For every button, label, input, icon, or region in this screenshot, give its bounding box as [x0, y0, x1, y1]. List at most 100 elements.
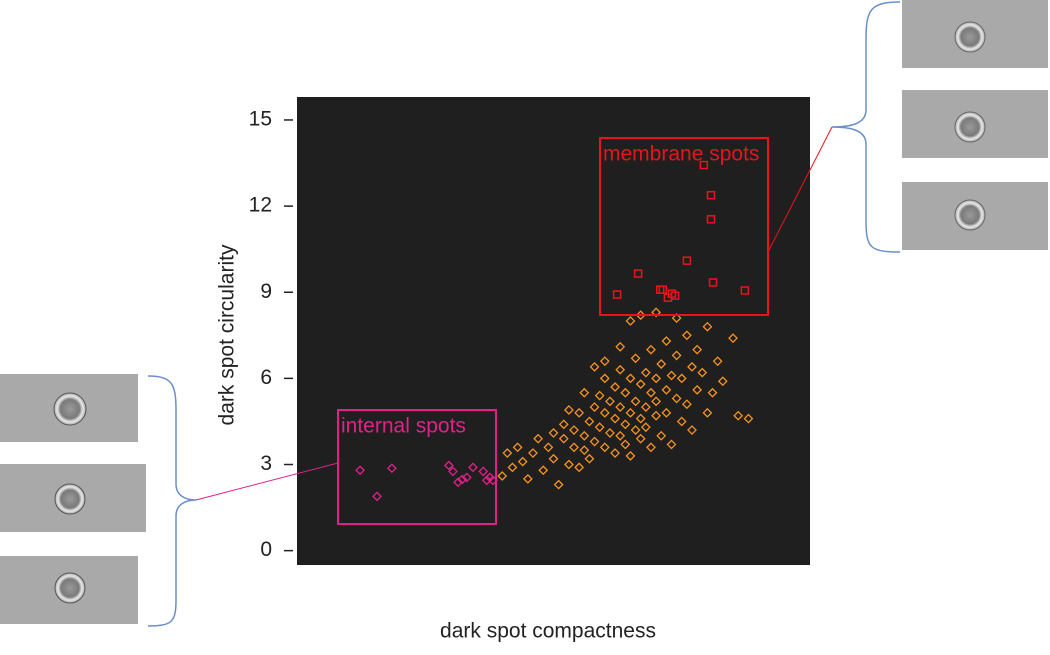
point [635, 310, 646, 321]
point [457, 474, 468, 485]
point [610, 413, 620, 424]
point [522, 473, 533, 484]
point [651, 396, 662, 407]
point [507, 462, 518, 473]
point [656, 359, 667, 369]
point [620, 387, 631, 398]
point [633, 269, 643, 278]
point [528, 448, 538, 458]
point [538, 465, 549, 476]
point [646, 442, 656, 453]
point [646, 344, 656, 355]
point [630, 353, 641, 364]
point [699, 160, 709, 170]
point [589, 361, 600, 372]
point [625, 373, 636, 384]
point [599, 407, 610, 418]
point [558, 433, 569, 444]
point [594, 390, 605, 401]
point [461, 472, 472, 483]
point [671, 350, 682, 361]
point [661, 407, 672, 418]
plot-area [297, 97, 810, 565]
point [468, 462, 478, 473]
point [386, 463, 397, 474]
point [615, 364, 626, 375]
y-tick-label: 0 [260, 538, 272, 561]
point [687, 425, 697, 435]
point [594, 422, 605, 433]
point [640, 402, 651, 413]
membrane-cell-images [767, 0, 1048, 253]
point [635, 379, 646, 390]
point [612, 290, 622, 299]
point [733, 410, 744, 421]
point [615, 402, 626, 413]
selection-box [599, 137, 769, 316]
point [355, 465, 366, 476]
point [599, 356, 610, 367]
point [443, 460, 454, 471]
point [740, 286, 750, 295]
point [533, 433, 544, 444]
point [584, 416, 595, 427]
point [579, 387, 590, 398]
point [630, 396, 641, 407]
point [692, 384, 703, 395]
point [563, 405, 574, 415]
point [605, 428, 615, 438]
point [512, 442, 523, 453]
internal-cell-images [0, 374, 339, 627]
point [712, 356, 723, 367]
point [478, 466, 489, 477]
y-tick-label: 15 [249, 108, 272, 131]
point [615, 430, 626, 441]
annotation: membrane spots [603, 143, 759, 166]
point [599, 373, 610, 384]
point [702, 407, 713, 418]
point [676, 373, 687, 384]
y-tick-label: 3 [260, 452, 272, 475]
point [708, 278, 718, 287]
point [584, 453, 595, 464]
point [610, 448, 620, 458]
point [743, 413, 754, 424]
point [671, 393, 682, 404]
point [676, 416, 687, 427]
point [579, 430, 590, 441]
point [625, 316, 636, 326]
point [548, 453, 559, 464]
point [589, 436, 600, 447]
point [635, 413, 646, 424]
point [706, 190, 716, 200]
point [453, 477, 464, 488]
point [599, 442, 610, 453]
point [605, 396, 615, 407]
point [589, 402, 600, 413]
point [448, 466, 458, 477]
selection-box [337, 409, 497, 525]
point [671, 313, 682, 323]
point [630, 425, 641, 435]
y-tick-label: 6 [260, 366, 272, 389]
y-tick-label: 12 [249, 194, 272, 217]
point [661, 336, 672, 346]
point [569, 442, 579, 453]
point [517, 456, 528, 467]
point [707, 387, 718, 398]
point [692, 344, 703, 355]
point [574, 407, 585, 418]
point [658, 285, 668, 294]
x-axis-label: dark spot compactness [440, 620, 656, 643]
point [682, 256, 692, 265]
point [651, 373, 662, 384]
point [651, 307, 662, 318]
point [615, 341, 626, 352]
point [543, 442, 554, 453]
point [646, 387, 656, 398]
point [620, 419, 631, 430]
point [640, 367, 651, 378]
point [706, 215, 716, 224]
point [548, 428, 559, 438]
y-axis-label: dark spot circularity [216, 244, 239, 425]
